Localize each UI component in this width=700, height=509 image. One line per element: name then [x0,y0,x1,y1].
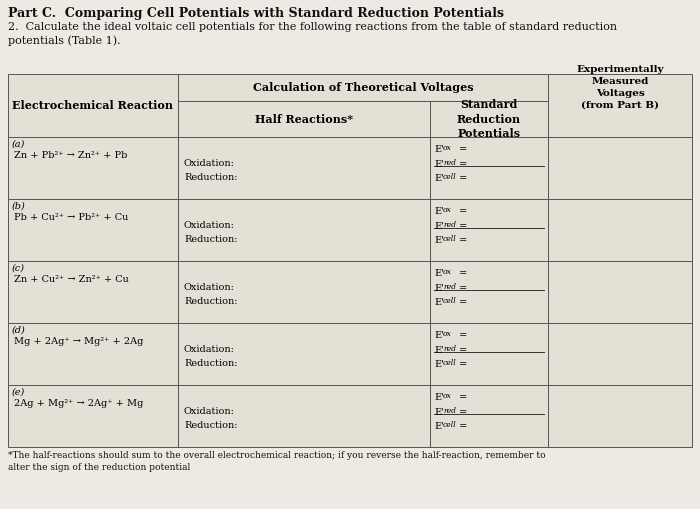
Bar [178,101,430,137]
Bar [8,385,178,447]
Text: =: = [456,408,468,417]
Bar [178,199,430,261]
Text: E': E' [434,207,444,216]
Text: ox: ox [443,144,452,152]
Bar [8,74,178,137]
Text: E': E' [434,393,444,402]
Text: 2.  Calculate the ideal voltaic cell potentials for the following reactions from: 2. Calculate the ideal voltaic cell pote… [8,22,617,46]
Text: (e): (e) [12,388,25,397]
Text: Oxidation:: Oxidation: [184,407,235,415]
Text: red: red [443,159,456,167]
Text: cell: cell [443,421,456,429]
Text: cell: cell [443,173,456,181]
Text: =: = [456,346,468,355]
Text: E': E' [434,422,444,431]
Text: red: red [443,283,456,291]
Text: Oxidation:: Oxidation: [184,345,235,353]
Bar [548,74,692,137]
Text: Reduction:: Reduction: [184,358,237,367]
Text: =: = [456,360,468,369]
Text: E': E' [434,160,444,169]
Bar [548,199,692,261]
Text: E': E' [434,408,444,417]
Bar [430,261,548,323]
Text: E': E' [434,269,444,278]
Text: (a): (a) [12,140,25,149]
Text: Zn + Pb²⁺ → Zn²⁺ + Pb: Zn + Pb²⁺ → Zn²⁺ + Pb [14,151,127,160]
Text: (c): (c) [12,264,25,273]
Text: Reduction:: Reduction: [184,173,237,182]
Text: Standard
Reduction
Potentials: Standard Reduction Potentials [457,99,521,139]
Text: =: = [456,422,468,431]
Bar [8,137,178,199]
Bar [548,137,692,199]
Bar [548,323,692,385]
Text: E': E' [434,346,444,355]
Text: =: = [456,284,468,293]
Text: ox: ox [443,268,452,276]
Text: *The half-reactions should sum to the overall electrochemical reaction; if you r: *The half-reactions should sum to the ov… [8,451,545,472]
Text: =: = [456,222,468,231]
Text: Reduction:: Reduction: [184,420,237,430]
Bar [548,261,692,323]
Text: E': E' [434,145,444,154]
Text: Oxidation:: Oxidation: [184,220,235,230]
Bar [548,385,692,447]
Text: ox: ox [443,330,452,338]
Text: E': E' [434,284,444,293]
Text: Mg + 2Ag⁺ → Mg²⁺ + 2Ag: Mg + 2Ag⁺ → Mg²⁺ + 2Ag [14,337,144,346]
Bar [178,261,430,323]
Text: cell: cell [443,235,456,243]
Text: Oxidation:: Oxidation: [184,282,235,292]
Bar [178,323,430,385]
Text: E': E' [434,174,444,183]
Bar [178,74,548,101]
Text: Pb + Cu²⁺ → Pb²⁺ + Cu: Pb + Cu²⁺ → Pb²⁺ + Cu [14,213,128,222]
Text: E': E' [434,360,444,369]
Text: =: = [456,393,468,402]
Text: Oxidation:: Oxidation: [184,158,235,167]
Bar [8,199,178,261]
Bar [430,101,548,137]
Text: (d): (d) [12,326,26,335]
Text: =: = [456,174,468,183]
Bar [8,261,178,323]
Text: Zn + Cu²⁺ → Zn²⁺ + Cu: Zn + Cu²⁺ → Zn²⁺ + Cu [14,275,129,284]
Bar [178,385,430,447]
Text: cell: cell [443,297,456,305]
Text: 2Ag + Mg²⁺ → 2Ag⁺ + Mg: 2Ag + Mg²⁺ → 2Ag⁺ + Mg [14,399,144,408]
Bar [430,385,548,447]
Bar [430,323,548,385]
Text: E': E' [434,222,444,231]
Text: =: = [456,160,468,169]
Bar [430,137,548,199]
Text: ox: ox [443,206,452,214]
Text: =: = [456,298,468,307]
Text: red: red [443,345,456,353]
Text: Half Reactions*: Half Reactions* [255,114,353,125]
Text: cell: cell [443,359,456,367]
Text: =: = [456,236,468,245]
Text: =: = [456,145,468,154]
Text: E': E' [434,331,444,340]
Text: E': E' [434,298,444,307]
Text: Experimentally
Measured
Voltages
(from Part B): Experimentally Measured Voltages (from P… [576,65,664,110]
Text: Calculation of Theoretical Voltages: Calculation of Theoretical Voltages [253,82,473,93]
Text: =: = [456,207,468,216]
Text: =: = [456,331,468,340]
Text: Reduction:: Reduction: [184,235,237,243]
Text: Reduction:: Reduction: [184,297,237,305]
Text: Part C.  Comparing Cell Potentials with Standard Reduction Potentials: Part C. Comparing Cell Potentials with S… [8,7,504,20]
Text: red: red [443,407,456,415]
Text: Electrochemical Reaction: Electrochemical Reaction [13,100,174,111]
Text: red: red [443,221,456,229]
Text: (b): (b) [12,202,26,211]
Text: =: = [456,269,468,278]
Bar [178,137,430,199]
Bar [430,199,548,261]
Bar [8,323,178,385]
Text: ox: ox [443,392,452,400]
Text: E': E' [434,236,444,245]
